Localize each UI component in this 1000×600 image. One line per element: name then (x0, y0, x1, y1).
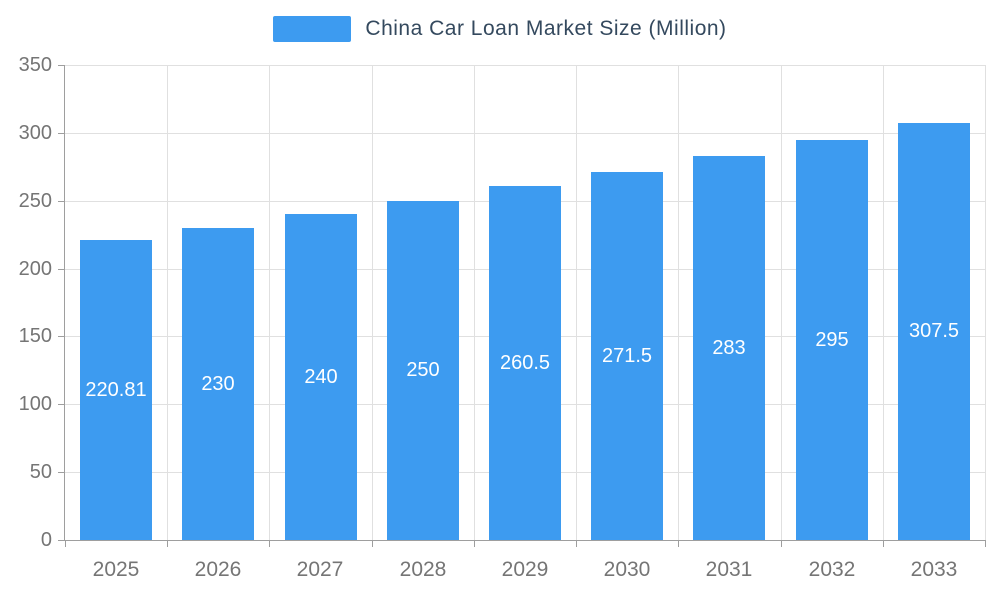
y-axis-tick-label: 0 (40, 529, 52, 551)
x-axis-tick-mark (269, 541, 270, 547)
y-axis-tick-label: 250 (18, 190, 52, 212)
x-axis-tick-label: 2027 (296, 558, 344, 581)
bar[interactable]: 220.81 (80, 240, 152, 540)
bar[interactable]: 307.5 (898, 123, 970, 540)
x-axis-tick-mark (678, 541, 679, 547)
y-axis-tick-label: 150 (18, 325, 52, 347)
gridline-vertical (678, 65, 679, 540)
y-axis-tick-label: 50 (29, 461, 52, 483)
y-axis-tick-mark (58, 133, 64, 134)
bar-value-label: 240 (304, 366, 338, 388)
gridline-vertical (985, 65, 986, 540)
y-axis-tick-mark (58, 269, 64, 270)
bar-value-label: 307.5 (908, 320, 960, 342)
gridline-vertical (883, 65, 884, 540)
bar-value-label: 283 (712, 337, 746, 359)
x-axis-tick-label: 2025 (92, 558, 140, 581)
x-axis-tick-mark (883, 541, 884, 547)
bar-value-label: 250 (406, 359, 440, 381)
gridline-vertical (474, 65, 475, 540)
legend-label: China Car Loan Market Size (Million) (365, 17, 727, 40)
y-axis-tick-label: 100 (18, 393, 52, 415)
bar[interactable]: 271.5 (591, 172, 663, 540)
bar-value-label: 295 (815, 329, 849, 351)
x-axis-tick-mark (167, 541, 168, 547)
bar-value-label: 271.5 (601, 345, 653, 367)
x-axis-tick-label: 2032 (808, 558, 856, 581)
gridline-vertical (576, 65, 577, 540)
bar[interactable]: 283 (693, 156, 765, 540)
y-axis-tick-label: 200 (18, 258, 52, 280)
x-axis-tick-mark (474, 541, 475, 547)
gridline-horizontal (65, 132, 985, 134)
x-axis-tick-mark (372, 541, 373, 547)
y-axis-tick-mark (58, 404, 64, 405)
bar[interactable]: 250 (387, 201, 459, 540)
x-axis-tick-label: 2026 (194, 558, 242, 581)
gridline-vertical (781, 65, 782, 540)
x-axis-tick-label: 2028 (399, 558, 447, 581)
bar[interactable]: 295 (796, 140, 868, 540)
x-axis-tick-mark (576, 541, 577, 547)
bar-value-label: 220.81 (85, 379, 147, 401)
x-axis-tick-mark (781, 541, 782, 547)
y-axis-tick-label: 350 (18, 54, 52, 76)
y-axis-line (64, 65, 65, 541)
gridline-vertical (372, 65, 373, 540)
gridline-vertical (269, 65, 270, 540)
bar[interactable]: 230 (182, 228, 254, 540)
x-axis-line (64, 540, 986, 541)
plot-area: 220.81 230 240 250 260.5 271.5 283 295 307.5 (65, 65, 986, 540)
y-axis-tick-mark (58, 336, 64, 337)
x-axis-tick-label: 2033 (910, 558, 958, 581)
legend[interactable]: China Car Loan Market Size (Million) (0, 16, 1000, 42)
y-axis-tick-mark (58, 65, 64, 66)
x-axis-tick-label: 2031 (705, 558, 753, 581)
gridline-vertical (167, 65, 168, 540)
x-axis-tick-mark (65, 541, 66, 547)
x-axis-tick-mark (985, 541, 986, 547)
y-axis-tick-mark (58, 540, 64, 541)
y-axis-tick-mark (58, 472, 64, 473)
x-axis-tick-label: 2030 (603, 558, 651, 581)
bar-value-label: 230 (201, 373, 235, 395)
x-axis-tick-label: 2029 (501, 558, 549, 581)
legend-swatch[interactable] (273, 16, 352, 42)
y-axis-tick-label: 300 (18, 122, 52, 144)
bar[interactable]: 260.5 (489, 186, 561, 540)
bar-value-label: 260.5 (499, 352, 551, 374)
gridline-horizontal (65, 65, 985, 66)
bar[interactable]: 240 (285, 214, 357, 540)
y-axis-tick-mark (58, 201, 64, 202)
